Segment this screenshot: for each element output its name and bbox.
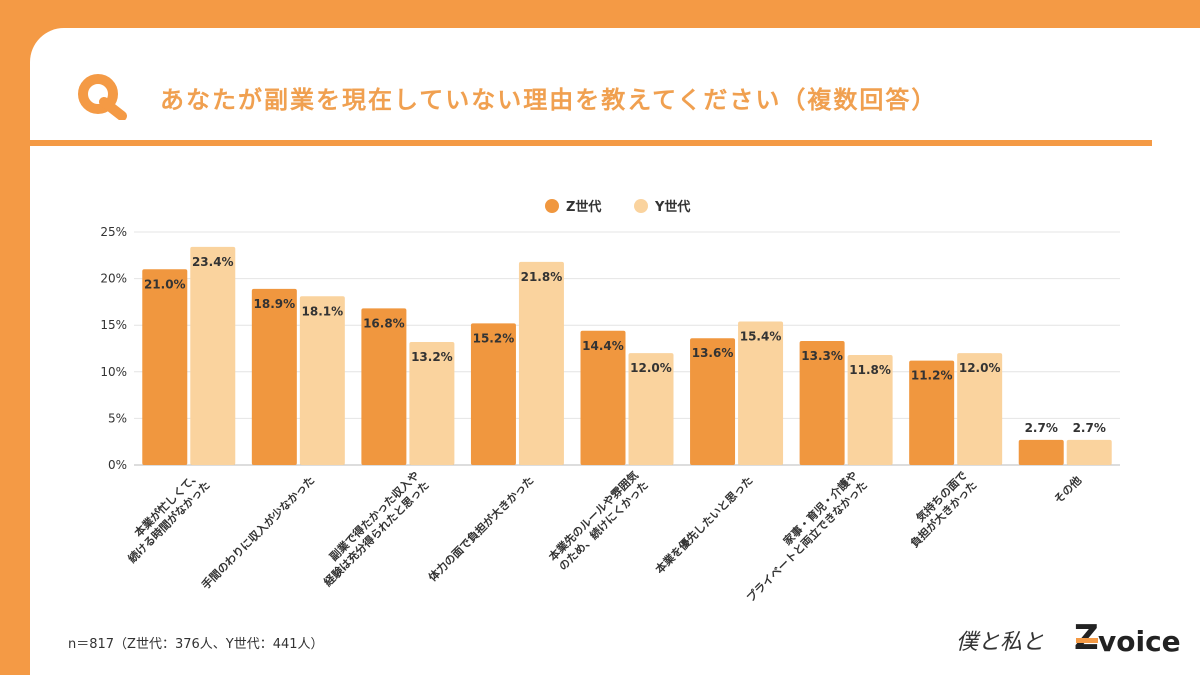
data-label: 11.8% bbox=[849, 363, 891, 377]
y-gen-bar bbox=[957, 353, 1003, 465]
data-label: 2.7% bbox=[1073, 421, 1106, 435]
question-q-icon bbox=[78, 74, 127, 120]
y-gen-bar bbox=[847, 355, 893, 465]
logo-voice-text: voice bbox=[1098, 625, 1181, 658]
category-label: 手間のわりに収入が少なかった bbox=[198, 473, 317, 592]
y-tick-label: 25% bbox=[100, 225, 127, 239]
data-label: 18.9% bbox=[254, 297, 296, 311]
data-label: 2.7% bbox=[1025, 421, 1058, 435]
y-gen-bar bbox=[409, 341, 455, 465]
logo-script-mark: 僕と私と bbox=[956, 630, 1045, 655]
data-label: 11.2% bbox=[911, 369, 953, 383]
category-label-line: 副業で得たかった収入や bbox=[326, 468, 421, 563]
z-gen-bar bbox=[142, 269, 188, 465]
category-label-line: 手間のわりに収入が少なかった bbox=[198, 473, 317, 592]
y-tick-label: 20% bbox=[100, 272, 127, 286]
data-label: 18.1% bbox=[302, 304, 344, 318]
z-gen-bar bbox=[580, 330, 626, 465]
category-label-line: 経験は充分得られたと思った bbox=[321, 478, 432, 589]
z-gen-bar bbox=[1018, 439, 1064, 465]
y-tick-label: 15% bbox=[100, 318, 127, 332]
sample-size-note: n＝817（Z世代：376人、Y世代：441人） bbox=[68, 637, 324, 652]
z-gen-legend-swatch bbox=[545, 199, 559, 213]
y-gen-bar bbox=[628, 353, 674, 465]
logo-z-mark: Z bbox=[1074, 618, 1099, 658]
category-label-line: 本業を優先したいと思った bbox=[652, 473, 755, 576]
category-label-line: プライベートと両立できなかった bbox=[743, 478, 870, 605]
z-gen-bar bbox=[251, 288, 297, 465]
y-gen-bar bbox=[190, 246, 236, 465]
category-label: 本業を優先したいと思った bbox=[652, 473, 755, 576]
y-tick-label: 0% bbox=[108, 458, 127, 472]
data-label: 13.3% bbox=[801, 349, 843, 363]
category-label-line: 体力の面で負担が大きかった bbox=[425, 473, 536, 584]
y-gen-bar bbox=[518, 261, 564, 465]
z-gen-bar bbox=[470, 323, 516, 465]
data-label: 15.4% bbox=[740, 329, 782, 343]
y-tick-label: 5% bbox=[108, 411, 127, 425]
title-divider bbox=[30, 140, 1152, 146]
category-label-line: 本業先のルールや雰囲気 bbox=[546, 468, 641, 563]
z-gen-legend-label: Z世代 bbox=[566, 199, 601, 215]
data-label: 14.4% bbox=[582, 339, 624, 353]
category-label-line: のため、続けにくかった bbox=[556, 478, 651, 573]
data-label: 12.0% bbox=[630, 361, 672, 375]
z-gen-bar bbox=[799, 341, 845, 465]
z-gen-bar bbox=[690, 338, 736, 465]
y-gen-legend-label: Y世代 bbox=[654, 199, 690, 215]
category-label-line: その他 bbox=[1051, 473, 1084, 506]
category-label: 体力の面で負担が大きかった bbox=[425, 473, 536, 584]
z-gen-bar bbox=[909, 360, 955, 465]
data-label: 12.0% bbox=[959, 361, 1001, 375]
data-label: 21.8% bbox=[521, 270, 563, 284]
y-gen-bar bbox=[299, 296, 345, 465]
data-label: 15.2% bbox=[473, 331, 515, 345]
y-gen-legend-swatch bbox=[634, 199, 648, 213]
y-gen-bar bbox=[738, 321, 784, 465]
data-label: 13.6% bbox=[692, 346, 734, 360]
page-title: あなたが副業を現在していない理由を教えてください（複数回答） bbox=[160, 86, 938, 114]
category-label: その他 bbox=[1051, 473, 1084, 506]
data-label: 16.8% bbox=[363, 316, 405, 330]
data-label: 13.2% bbox=[411, 350, 453, 364]
category-label-line: 続ける時間がなかった bbox=[125, 478, 213, 566]
category-label: 本業が忙しくて、続ける時間がなかった bbox=[125, 468, 213, 566]
data-label: 21.0% bbox=[144, 277, 186, 291]
data-label: 23.4% bbox=[192, 255, 234, 269]
y-gen-bar bbox=[1066, 439, 1112, 465]
z-gen-bar bbox=[361, 308, 407, 465]
y-tick-label: 10% bbox=[100, 365, 127, 379]
